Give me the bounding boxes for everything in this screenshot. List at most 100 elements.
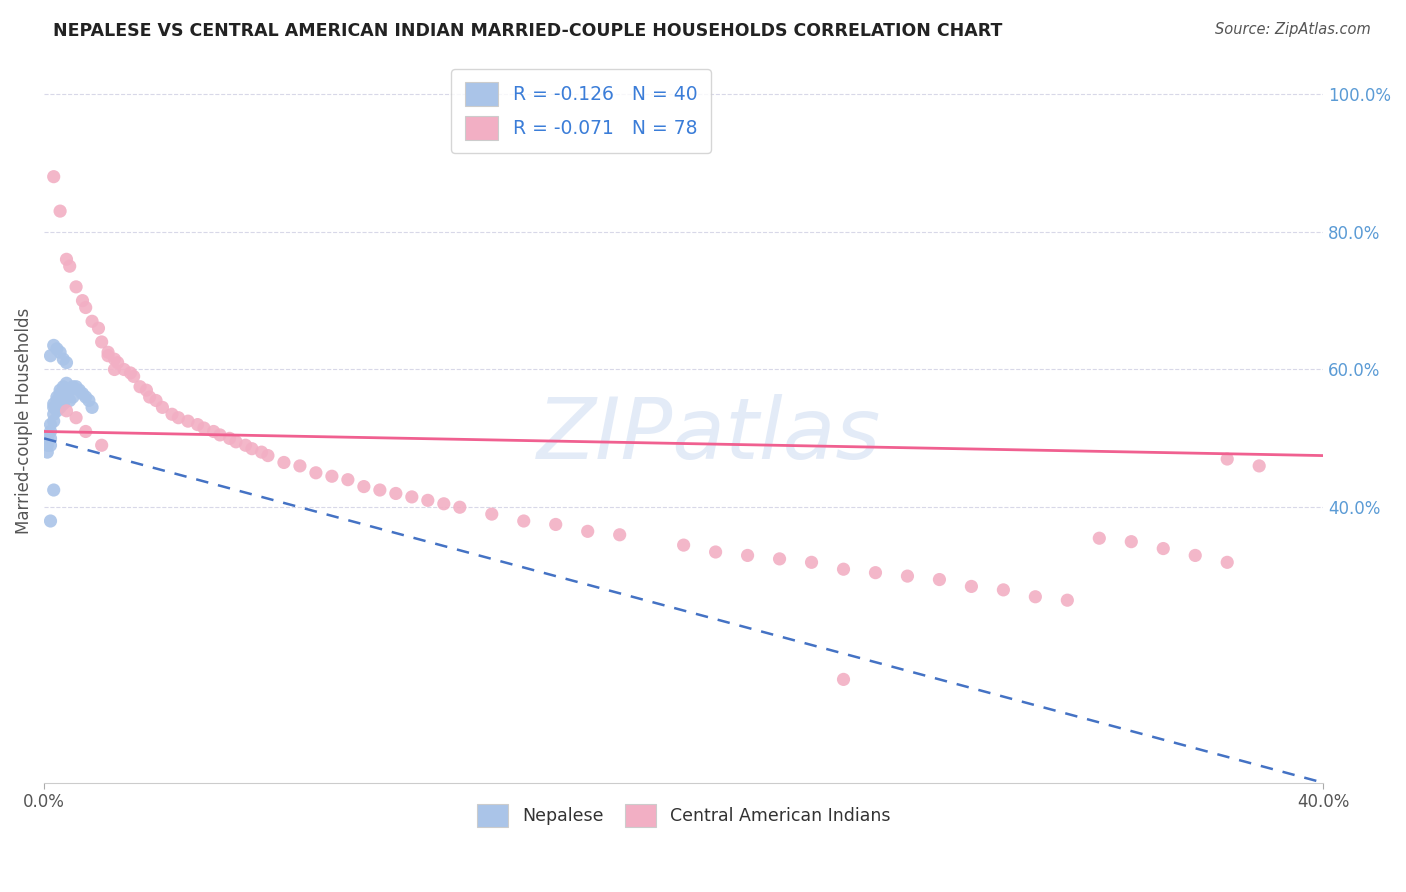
Point bbox=[225, 434, 247, 449]
Point bbox=[960, 579, 983, 593]
Point bbox=[90, 334, 112, 349]
Point bbox=[321, 469, 343, 483]
Point bbox=[257, 449, 280, 463]
Point bbox=[737, 549, 759, 563]
Point bbox=[800, 555, 823, 569]
Point bbox=[37, 438, 59, 452]
Point bbox=[59, 383, 82, 397]
Point bbox=[368, 483, 391, 497]
Point bbox=[42, 414, 65, 428]
Point bbox=[609, 528, 631, 542]
Point bbox=[481, 507, 503, 521]
Point bbox=[122, 369, 145, 384]
Point bbox=[305, 466, 328, 480]
Text: NEPALESE VS CENTRAL AMERICAN INDIAN MARRIED-COUPLE HOUSEHOLDS CORRELATION CHART: NEPALESE VS CENTRAL AMERICAN INDIAN MARR… bbox=[53, 22, 1002, 40]
Point bbox=[75, 425, 97, 439]
Point bbox=[75, 301, 97, 315]
Point bbox=[208, 428, 231, 442]
Point bbox=[37, 431, 59, 445]
Point bbox=[45, 342, 67, 356]
Point bbox=[45, 404, 67, 418]
Point bbox=[112, 362, 135, 376]
Point bbox=[55, 386, 77, 401]
Point bbox=[55, 404, 77, 418]
Point bbox=[218, 431, 240, 445]
Point bbox=[39, 431, 62, 445]
Point bbox=[250, 445, 273, 459]
Point bbox=[55, 376, 77, 391]
Point bbox=[62, 390, 84, 404]
Point bbox=[138, 390, 160, 404]
Point bbox=[42, 338, 65, 352]
Y-axis label: Married-couple Households: Married-couple Households bbox=[15, 308, 32, 534]
Point bbox=[129, 380, 152, 394]
Point bbox=[39, 417, 62, 432]
Point bbox=[449, 500, 471, 515]
Point bbox=[273, 455, 295, 469]
Point bbox=[193, 421, 215, 435]
Point bbox=[59, 393, 82, 408]
Point bbox=[65, 380, 87, 394]
Point bbox=[177, 414, 200, 428]
Point bbox=[49, 204, 72, 219]
Point bbox=[52, 380, 75, 394]
Point bbox=[1088, 531, 1111, 545]
Point bbox=[55, 252, 77, 267]
Point bbox=[353, 479, 375, 493]
Point bbox=[90, 438, 112, 452]
Point bbox=[672, 538, 695, 552]
Point bbox=[42, 169, 65, 184]
Text: Source: ZipAtlas.com: Source: ZipAtlas.com bbox=[1215, 22, 1371, 37]
Point bbox=[152, 401, 174, 415]
Point bbox=[832, 562, 855, 576]
Point bbox=[288, 458, 311, 473]
Point bbox=[39, 425, 62, 439]
Point bbox=[65, 410, 87, 425]
Point bbox=[1216, 555, 1239, 569]
Point bbox=[107, 356, 129, 370]
Point bbox=[97, 345, 120, 359]
Point bbox=[49, 386, 72, 401]
Point bbox=[1152, 541, 1174, 556]
Point bbox=[75, 390, 97, 404]
Point bbox=[45, 390, 67, 404]
Point bbox=[97, 349, 120, 363]
Point bbox=[928, 573, 950, 587]
Point bbox=[52, 352, 75, 367]
Point bbox=[865, 566, 887, 580]
Point bbox=[768, 552, 790, 566]
Point bbox=[385, 486, 408, 500]
Point bbox=[401, 490, 423, 504]
Point bbox=[1056, 593, 1078, 607]
Point bbox=[576, 524, 599, 539]
Point bbox=[52, 390, 75, 404]
Point bbox=[993, 582, 1015, 597]
Point bbox=[513, 514, 536, 528]
Point bbox=[42, 397, 65, 411]
Point bbox=[135, 383, 157, 397]
Text: ZIPatlas: ZIPatlas bbox=[537, 394, 882, 477]
Point bbox=[1249, 458, 1271, 473]
Point bbox=[42, 407, 65, 421]
Point bbox=[202, 425, 225, 439]
Point bbox=[103, 362, 125, 376]
Point bbox=[37, 445, 59, 459]
Point bbox=[42, 483, 65, 497]
Point bbox=[145, 393, 167, 408]
Point bbox=[72, 386, 94, 401]
Point bbox=[42, 401, 65, 415]
Point bbox=[433, 497, 456, 511]
Legend: Nepalese, Central American Indians: Nepalese, Central American Indians bbox=[468, 796, 898, 836]
Point bbox=[39, 514, 62, 528]
Point bbox=[1216, 452, 1239, 467]
Point bbox=[240, 442, 263, 456]
Point bbox=[49, 345, 72, 359]
Point bbox=[544, 517, 567, 532]
Point bbox=[103, 352, 125, 367]
Point bbox=[235, 438, 257, 452]
Point bbox=[55, 356, 77, 370]
Point bbox=[416, 493, 439, 508]
Point bbox=[704, 545, 727, 559]
Point bbox=[167, 410, 190, 425]
Point bbox=[49, 401, 72, 415]
